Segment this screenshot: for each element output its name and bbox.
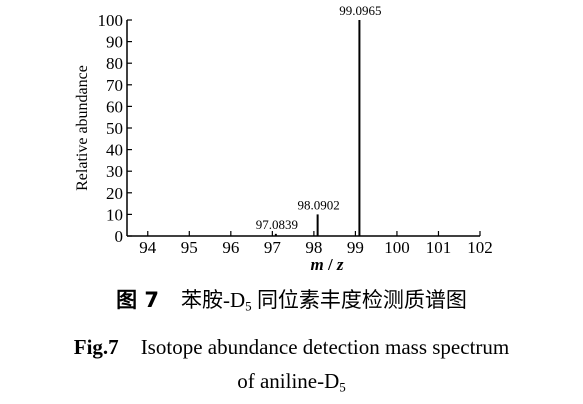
figure-number-en: Fig.7	[73, 335, 119, 359]
y-tick-label: 50	[106, 119, 123, 138]
y-tick-label: 30	[106, 162, 123, 181]
y-tick-label: 40	[106, 141, 123, 160]
x-axis-label: m / z	[310, 255, 343, 274]
y-tick-label: 20	[106, 184, 123, 203]
x-axis: 94 95 96 97 98 99 100 101 102	[127, 231, 493, 257]
peak-label: 97.0839	[256, 217, 298, 232]
x-tick-label: 101	[426, 238, 452, 257]
x-tick-label: 99	[347, 238, 364, 257]
y-tick-label: 60	[106, 97, 123, 116]
x-tick-label: 94	[139, 238, 157, 257]
y-tick-label: 100	[98, 11, 124, 30]
y-axis-label: Relative abundance	[74, 65, 91, 191]
caption-title-en: Isotope abundance detection mass spectru…	[140, 335, 510, 359]
x-tick-label: 96	[222, 238, 239, 257]
x-tick-label: 100	[384, 238, 410, 257]
x-tick-label: 98	[305, 238, 322, 257]
x-tick-label: 95	[181, 238, 198, 257]
peak-label: 98.0902	[298, 197, 340, 212]
caption-title-cn: 苯胺-D5 同位素丰度检测质谱图	[181, 288, 467, 314]
y-tick-label: 70	[106, 76, 123, 95]
x-tick-label: 97	[264, 238, 282, 257]
y-tick-label: 10	[106, 205, 123, 224]
y-axis: 0 10 20 30 40 50 60 70 80 90 100	[98, 11, 132, 246]
peak-label: 99.0965	[339, 3, 381, 18]
figure-caption-chinese: 图 7 苯胺-D5 同位素丰度检测质谱图	[0, 286, 583, 314]
y-tick-label: 0	[115, 227, 124, 246]
y-tick-label: 80	[106, 54, 123, 73]
y-tick-label: 90	[106, 33, 123, 52]
x-tick-label: 102	[467, 238, 493, 257]
figure-caption-english-line1: Fig.7 Isotope abundance detection mass sp…	[0, 333, 583, 361]
mass-spectrum-chart: 0 10 20 30 40 50 60 70 80 90 100 94 95 96 97 98 99 100 10…	[74, 3, 493, 274]
figure-caption-english-line2: of aniline-D5	[237, 369, 346, 395]
figure-number-cn: 图 7	[116, 288, 159, 312]
